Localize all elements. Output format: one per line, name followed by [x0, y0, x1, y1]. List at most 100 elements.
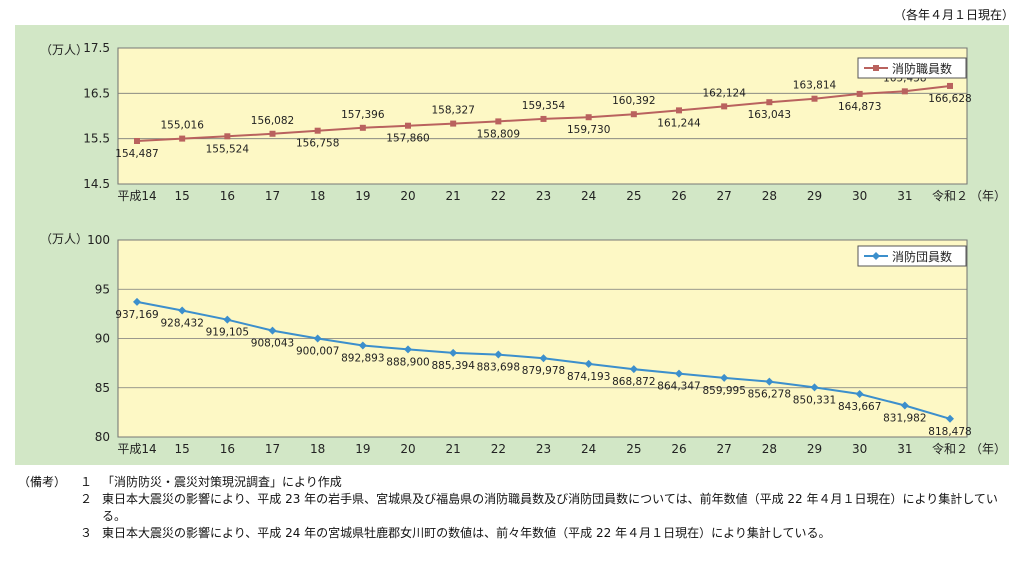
data-point	[721, 103, 727, 109]
x-axis-suffix: （年）	[970, 442, 1006, 456]
y-tick-label: 80	[95, 430, 110, 444]
data-label: 874,193	[567, 371, 610, 383]
data-point	[405, 123, 411, 129]
note-number: ３	[80, 525, 102, 542]
data-label: 843,667	[838, 401, 881, 413]
x-tick-label: 30	[852, 442, 867, 456]
charts-svg: 17.516.515.514.5（万人）平成14 15 16 17 18 19 20 21 22…	[0, 0, 1024, 470]
x-tick-label: 21	[446, 189, 461, 203]
x-tick-label: 15	[175, 189, 190, 203]
x-tick-label: 20	[400, 442, 415, 456]
data-label: 928,432	[160, 317, 203, 329]
x-tick-label: 23	[536, 442, 551, 456]
y-unit-label: （万人）	[40, 232, 88, 246]
data-label: 157,396	[341, 109, 385, 121]
x-tick-label: 令和２	[932, 188, 968, 203]
x-tick-label: 28	[762, 442, 777, 456]
data-label: 166,628	[928, 93, 971, 105]
data-label: 818,478	[928, 426, 971, 438]
x-tick-label: 25	[626, 189, 641, 203]
note-row-2: ２ 東日本大震災の影響により、平成 23 年の岩手県、宮城県及び福島県の消防職員…	[18, 491, 1018, 525]
data-label: 156,758	[296, 138, 339, 150]
data-label: 850,331	[793, 394, 836, 406]
data-point	[676, 107, 682, 113]
data-label: 885,394	[431, 360, 475, 372]
data-label: 163,814	[793, 80, 837, 92]
x-tick-label: 16	[220, 189, 235, 203]
y-tick-label: 95	[95, 282, 110, 296]
x-tick-label: 15	[175, 442, 190, 456]
data-label: 161,244	[657, 117, 701, 129]
note-row-3: ３ 東日本大震災の影響により、平成 24 年の宮城県牡鹿郡女川町の数値は、前々年…	[18, 525, 1018, 542]
x-tick-label: 24	[581, 189, 596, 203]
data-point	[541, 116, 547, 122]
data-point	[450, 121, 456, 127]
data-label: 856,278	[748, 389, 791, 401]
x-tick-label: 26	[671, 189, 686, 203]
x-tick-label: 23	[536, 189, 551, 203]
x-tick-label: 19	[355, 189, 370, 203]
data-label: 864,347	[657, 381, 700, 393]
data-label: 155,016	[160, 120, 204, 132]
data-label: 859,995	[702, 385, 745, 397]
x-tick-label: 16	[220, 442, 235, 456]
notes-heading: （備考）	[18, 474, 80, 491]
x-tick-label: 22	[491, 189, 506, 203]
data-point	[179, 136, 185, 142]
note-number: ２	[80, 491, 102, 525]
x-tick-label: 29	[807, 442, 822, 456]
data-label: 879,978	[522, 365, 565, 377]
data-point	[224, 133, 230, 139]
y-tick-label: 16.5	[83, 86, 110, 100]
x-tick-label: 22	[491, 442, 506, 456]
x-tick-label: 19	[355, 442, 370, 456]
x-tick-label: 27	[717, 442, 732, 456]
data-label: 868,872	[612, 376, 655, 388]
data-label: 155,524	[206, 143, 250, 155]
legend-label: 消防職員数	[892, 61, 952, 76]
data-point	[902, 88, 908, 94]
note-row-1: （備考） １ 「消防防災・震災対策現況調査」により作成	[18, 474, 1018, 491]
data-point	[812, 96, 818, 102]
y-tick-label: 100	[87, 233, 110, 247]
legend-marker	[873, 65, 879, 71]
y-tick-label: 90	[95, 332, 110, 346]
note-number: １	[80, 474, 102, 491]
data-point	[586, 114, 592, 120]
data-label: 158,327	[431, 105, 474, 117]
x-tick-label: 26	[671, 442, 686, 456]
data-label: 156,082	[251, 115, 294, 127]
x-tick-label: 29	[807, 189, 822, 203]
data-label: 160,392	[612, 95, 655, 107]
x-tick-label: 28	[762, 189, 777, 203]
data-label: 919,105	[206, 327, 249, 339]
data-point	[495, 118, 501, 124]
y-tick-label: 85	[95, 381, 110, 395]
y-unit-label: （万人）	[40, 43, 88, 57]
data-point	[766, 99, 772, 105]
data-label: 162,124	[702, 87, 746, 99]
data-label: 157,860	[386, 133, 429, 145]
data-label: 908,043	[251, 338, 294, 350]
legend-label: 消防団員数	[892, 249, 952, 264]
data-label: 163,043	[748, 109, 791, 121]
x-tick-label: 17	[265, 189, 280, 203]
x-tick-label: 17	[265, 442, 280, 456]
data-label: 158,809	[477, 128, 520, 140]
data-label: 831,982	[883, 412, 926, 424]
y-tick-label: 14.5	[83, 177, 110, 191]
x-tick-label: 18	[310, 189, 325, 203]
x-axis-suffix: （年）	[970, 189, 1006, 203]
x-tick-label: 令和２	[932, 441, 968, 456]
note-text: 「消防防災・震災対策現況調査」により作成	[102, 474, 1018, 491]
x-tick-label: 平成14	[117, 189, 156, 203]
data-label: 888,900	[386, 356, 429, 368]
x-tick-label: 21	[446, 442, 461, 456]
data-point	[631, 111, 637, 117]
x-tick-label: 18	[310, 442, 325, 456]
x-tick-label: 31	[897, 189, 912, 203]
data-point	[947, 83, 953, 89]
data-label: 159,354	[522, 100, 566, 112]
note-text: 東日本大震災の影響により、平成 23 年の岩手県、宮城県及び福島県の消防職員数及…	[102, 491, 1018, 525]
x-tick-label: 平成14	[117, 442, 156, 456]
